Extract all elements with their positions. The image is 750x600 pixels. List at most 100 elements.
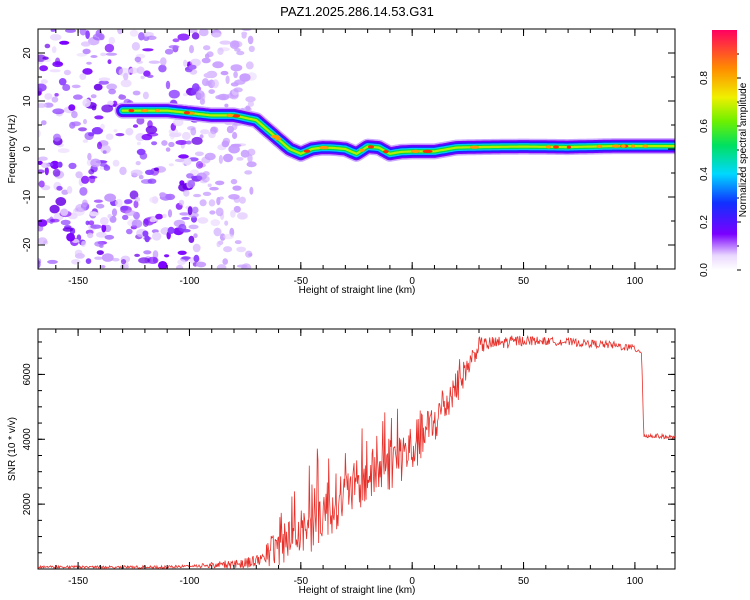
noise-speck: [93, 199, 103, 203]
noise-speck: [228, 194, 240, 200]
noise-speck: [209, 210, 216, 215]
noise-speck: [247, 100, 254, 107]
noise-speck: [136, 148, 146, 156]
noise-speck: [100, 52, 107, 57]
noise-speck: [204, 152, 216, 161]
colorbar-tick-label: 0.0: [699, 263, 710, 277]
noise-speck: [100, 123, 105, 130]
noise-speck: [201, 57, 211, 64]
noise-speck: [183, 59, 188, 67]
ridge-peak: [359, 148, 365, 152]
noise-speck: [89, 175, 96, 184]
noise-speck: [94, 256, 103, 260]
noise-speck: [167, 226, 175, 234]
noise-speck: [41, 162, 50, 168]
noise-speck: [79, 73, 87, 80]
noise-speck: [47, 259, 58, 264]
noise-speck: [71, 84, 81, 89]
noise-speck: [223, 246, 233, 253]
noise-speck: [44, 93, 53, 100]
noise-speck: [140, 75, 145, 80]
noise-speck: [113, 129, 118, 133]
colorbar-gradient: [712, 30, 737, 270]
spectrogram-ytick-label: 20: [22, 47, 33, 59]
noise-speck: [38, 237, 48, 245]
spectrogram-ytick-label: -20: [22, 237, 33, 252]
noise-speck: [145, 125, 158, 135]
noise-speck: [191, 32, 200, 40]
noise-speck: [241, 31, 248, 36]
noise-speck: [221, 140, 230, 148]
noise-speck: [234, 48, 241, 52]
noise-speck: [188, 224, 199, 230]
noise-speck: [215, 207, 224, 217]
noise-speck: [49, 34, 62, 41]
noise-speck: [168, 89, 180, 99]
noise-speck: [205, 80, 212, 87]
noise-speck: [218, 196, 224, 200]
noise-speck: [74, 253, 85, 259]
noise-speck: [120, 205, 129, 211]
colorbar-tick-label: 0.4: [699, 167, 710, 181]
noise-speck: [115, 133, 125, 137]
noise-speck: [96, 231, 107, 238]
noise-speck: [168, 45, 180, 49]
noise-speck: [206, 51, 214, 58]
noise-speck: [199, 134, 204, 139]
noise-speck: [190, 58, 201, 67]
noise-speck: [38, 83, 47, 92]
noise-speck: [66, 186, 73, 194]
noise-speck: [247, 35, 254, 45]
ridge-peak: [596, 144, 603, 148]
noise-speck: [101, 224, 107, 233]
noise-speck: [104, 234, 115, 240]
noise-speck: [153, 167, 159, 172]
noise-speck: [147, 35, 157, 40]
noise-speck: [83, 118, 87, 125]
noise-speck: [38, 180, 45, 188]
ridge-peak: [128, 109, 135, 113]
noise-speck: [79, 187, 88, 196]
noise-speck: [178, 199, 185, 206]
snr-xtick-label: 100: [627, 576, 644, 587]
noise-speck: [236, 246, 247, 253]
noise-speck: [236, 50, 245, 56]
noise-speck: [134, 253, 141, 257]
noise-speck: [183, 189, 190, 197]
noise-speck: [152, 250, 159, 259]
noise-speck: [87, 232, 94, 239]
noise-speck: [120, 259, 127, 265]
noise-speck: [103, 164, 111, 171]
noise-speck: [240, 149, 250, 158]
noise-speck: [76, 52, 87, 57]
snr-series-line: [37, 335, 676, 570]
noise-speck: [222, 258, 228, 265]
noise-speck: [193, 254, 200, 263]
ridge-peak: [469, 145, 480, 149]
ridge-peak: [319, 146, 326, 150]
noise-speck: [125, 127, 134, 136]
noise-speck: [237, 212, 248, 220]
noise-speck: [172, 47, 177, 51]
noise-speck: [230, 178, 238, 185]
noise-speck: [135, 196, 141, 202]
noise-speck: [147, 120, 153, 129]
snr-ytick-label: 6000: [22, 363, 33, 386]
noise-speck: [247, 148, 256, 156]
noise-speck: [147, 178, 157, 184]
noise-speck: [249, 186, 254, 195]
noise-speck: [189, 45, 194, 54]
noise-speck: [44, 166, 49, 176]
noise-speck: [200, 129, 210, 135]
noise-speck: [85, 258, 92, 264]
noise-speck: [151, 141, 158, 146]
ridge-peak: [566, 145, 572, 149]
noise-speck: [155, 213, 164, 220]
noise-speck: [98, 33, 105, 41]
noise-speck: [232, 131, 238, 140]
snr-panel: -150 -100 -50 0 50 100 2000 4000 6000 Height of …: [7, 328, 676, 596]
noise-speck: [208, 89, 215, 94]
noise-speck: [90, 55, 98, 58]
ridge-peak: [367, 145, 375, 149]
noise-speck: [194, 151, 204, 157]
